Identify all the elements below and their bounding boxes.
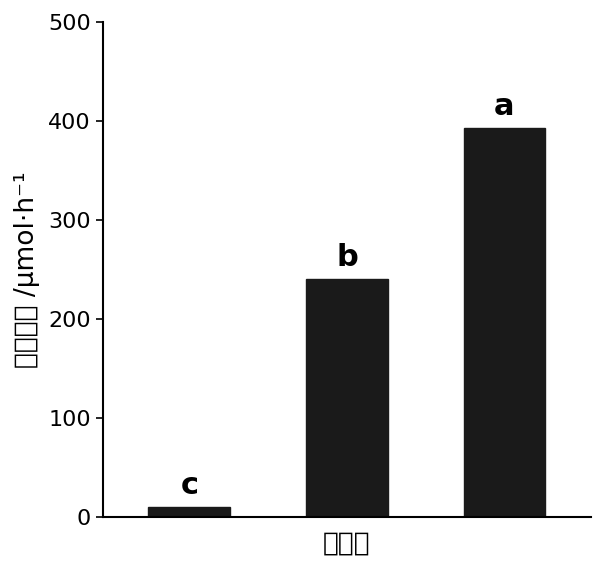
- Bar: [463, 128, 546, 517]
- Y-axis label: 产氪速率 /μmol·h⁻¹: 产氪速率 /μmol·h⁻¹: [14, 171, 40, 368]
- Bar: [306, 279, 388, 517]
- Text: b: b: [336, 243, 358, 272]
- Bar: [148, 507, 231, 517]
- Text: a: a: [494, 92, 515, 121]
- X-axis label: 催化剂: 催化剂: [323, 530, 371, 556]
- Text: c: c: [180, 471, 198, 500]
